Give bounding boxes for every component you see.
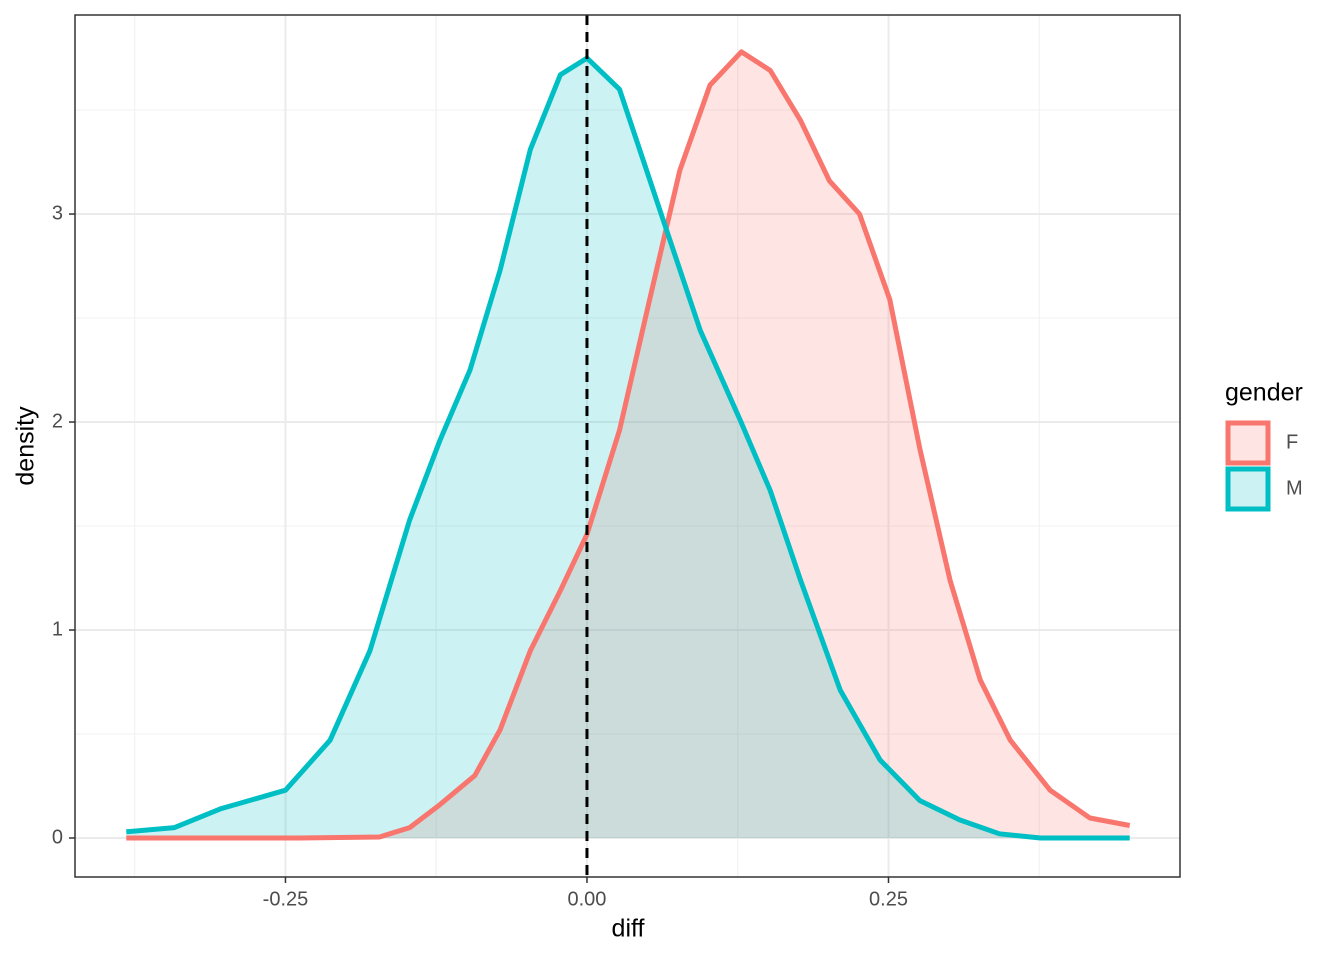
y-tick-label: 2 bbox=[52, 410, 63, 432]
density-line bbox=[126, 49, 1131, 841]
y-tick-label: 1 bbox=[52, 618, 63, 640]
x-tick-label: -0.25 bbox=[263, 888, 309, 910]
legend-key bbox=[1225, 420, 1271, 466]
legend-title: gender bbox=[1225, 379, 1303, 407]
y-axis-title: density bbox=[12, 406, 40, 486]
legend-key bbox=[1225, 466, 1271, 512]
y-tick-label: 3 bbox=[52, 202, 63, 224]
panel-border bbox=[74, 14, 1181, 878]
x-tick-label: 0.00 bbox=[568, 888, 607, 910]
x-tick-label: 0.25 bbox=[869, 888, 908, 910]
x-axis-title: diff bbox=[612, 915, 645, 943]
legend-label: F bbox=[1286, 431, 1298, 453]
density-area bbox=[126, 51, 1130, 839]
density-area bbox=[126, 58, 1130, 839]
y-tick-label: 0 bbox=[52, 826, 63, 848]
density-line bbox=[126, 55, 1130, 841]
legend-label: M bbox=[1286, 477, 1303, 499]
